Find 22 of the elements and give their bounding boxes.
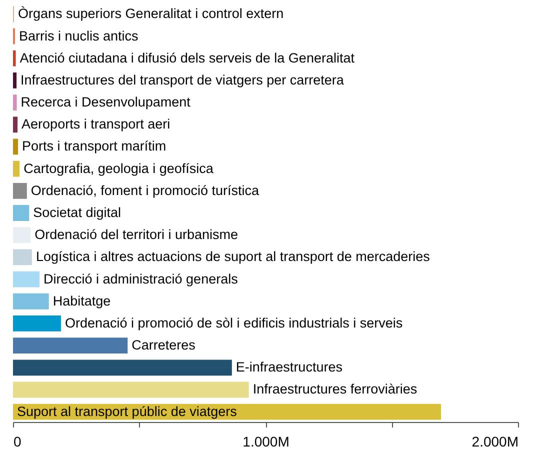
y-tick-label: Òrgans superiors Generalitat i control extern [18, 6, 284, 22]
y-tick-label: Suport al transport públic de viatgers [17, 404, 238, 419]
y-tick-label: Atenció ciutadana i difusió dels serveis de la Generalitat [20, 50, 355, 66]
y-tick-label: Direcció i administració generals [44, 271, 238, 286]
y-tick-label: Ordenació del territori i urbanisme [34, 227, 238, 242]
y-tick-label: Cartografia, geologia i geofísica [24, 160, 214, 176]
y-tick-label: Habitatge [52, 293, 111, 308]
x-tick-label: 1.000M [242, 434, 290, 450]
y-tick-label: Aeroports i transport aeri [22, 116, 170, 132]
y-tick-label: Logística i altres actuacions de suport al transport de mercaderies [36, 249, 430, 264]
y-tick-label: Carreteres [132, 338, 196, 353]
y-tick-label: Societat digital [33, 205, 121, 220]
y-tick-label: Infraestructures ferroviàries [252, 382, 418, 397]
y-tick-label: Ports i transport marítim [22, 138, 166, 154]
y-tick-label: E-infraestructures [236, 360, 343, 375]
y-tick-label: Ordenació i promoció de sòl i edificis industrials i serveis [64, 315, 403, 330]
x-tick-label: 0 [14, 434, 22, 450]
y-tick-label: Ordenació, foment i promoció turística [30, 182, 260, 198]
y-tick-label: Recerca i Desenvolupament [20, 94, 191, 110]
y-tick-label: Infraestructures del transport de viatgers per carretera [20, 72, 344, 88]
x-tick-label: 2.000M [472, 434, 518, 450]
y-tick-label: Barris i nuclis antics [19, 28, 139, 44]
